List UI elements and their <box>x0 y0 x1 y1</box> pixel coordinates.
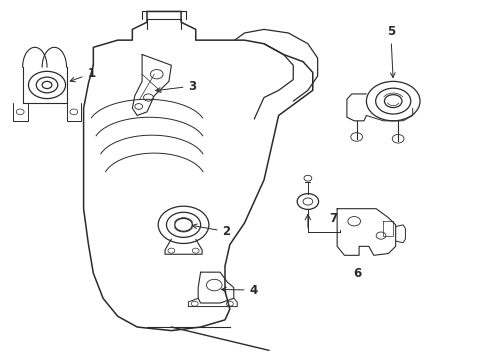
Text: 3: 3 <box>155 80 196 93</box>
Text: 5: 5 <box>386 25 394 77</box>
Text: 2: 2 <box>192 224 230 238</box>
Text: 7: 7 <box>328 212 336 225</box>
Text: 1: 1 <box>70 67 96 82</box>
Text: 6: 6 <box>353 267 361 280</box>
Text: 4: 4 <box>221 284 257 297</box>
